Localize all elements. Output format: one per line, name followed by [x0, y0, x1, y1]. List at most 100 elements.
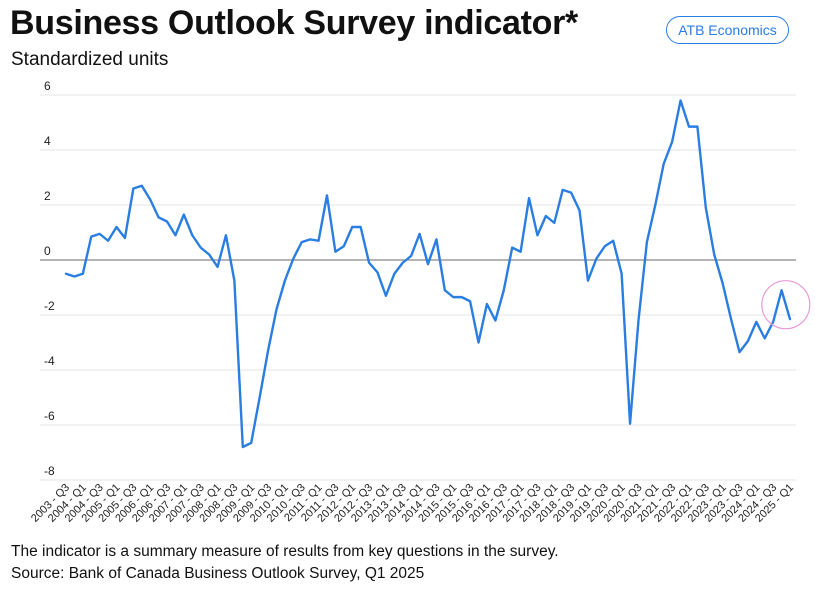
y-tick-label: 6 — [44, 79, 51, 93]
data-point — [107, 240, 109, 242]
data-point — [267, 350, 269, 352]
data-point — [284, 279, 286, 281]
y-tick-label: -6 — [44, 409, 55, 423]
data-point — [275, 308, 277, 310]
data-point — [199, 246, 201, 248]
data-point — [679, 99, 681, 101]
data-point — [663, 163, 665, 165]
data-point — [755, 321, 757, 323]
data-point — [393, 273, 395, 275]
data-point — [620, 273, 622, 275]
data-point — [494, 319, 496, 321]
y-tick-label: -4 — [44, 354, 55, 368]
highlight-circle — [761, 280, 811, 330]
data-point — [519, 251, 521, 253]
data-point — [124, 237, 126, 239]
grid-layer — [40, 94, 796, 481]
data-point — [511, 246, 513, 248]
data-point — [629, 422, 631, 424]
data-point — [301, 241, 303, 243]
data-point — [780, 289, 782, 291]
data-point — [486, 303, 488, 305]
data-point — [772, 321, 774, 323]
series-layer — [64, 99, 792, 449]
data-point — [747, 340, 749, 342]
data-point — [764, 337, 766, 339]
data-point — [166, 220, 168, 222]
data-point — [309, 238, 311, 240]
data-point — [545, 215, 547, 217]
data-point — [646, 241, 648, 243]
data-point — [418, 233, 420, 235]
data-point — [435, 238, 437, 240]
data-point — [553, 222, 555, 224]
data-point — [705, 207, 707, 209]
data-point — [343, 245, 345, 247]
y-tick-label: 2 — [44, 189, 51, 203]
data-point — [82, 273, 84, 275]
data-point — [183, 213, 185, 215]
data-point — [174, 234, 176, 236]
data-point — [503, 289, 505, 291]
data-point — [242, 446, 244, 448]
data-point — [317, 240, 319, 242]
data-point — [713, 253, 715, 255]
y-tick-label: 0 — [44, 244, 51, 258]
chart-title: Business Outlook Survey indicator* — [10, 4, 578, 42]
data-point — [654, 204, 656, 206]
data-point — [721, 282, 723, 284]
data-point — [368, 262, 370, 264]
data-point — [578, 209, 580, 211]
data-point — [730, 318, 732, 320]
data-point — [334, 251, 336, 253]
y-tick-label: -8 — [44, 464, 55, 478]
series-line — [64, 99, 792, 449]
data-point — [208, 253, 210, 255]
data-point — [250, 442, 252, 444]
data-point — [570, 191, 572, 193]
data-point — [789, 318, 791, 320]
data-point — [359, 226, 361, 228]
data-point — [477, 341, 479, 343]
data-point — [351, 226, 353, 228]
data-point — [536, 234, 538, 236]
data-point — [452, 296, 454, 298]
data-point — [444, 289, 446, 291]
data-point — [65, 273, 67, 275]
data-point — [671, 141, 673, 143]
data-point — [149, 198, 151, 200]
data-point — [561, 189, 563, 191]
data-point — [696, 125, 698, 127]
footnote: The indicator is a summary measure of re… — [11, 543, 559, 560]
data-point — [688, 125, 690, 127]
data-point — [225, 234, 227, 236]
data-point — [98, 233, 100, 235]
data-point — [738, 351, 740, 353]
data-point — [233, 279, 235, 281]
data-point — [637, 319, 639, 321]
data-point — [402, 262, 404, 264]
data-point — [427, 263, 429, 265]
data-point — [132, 187, 134, 189]
data-point — [258, 396, 260, 398]
y-tick-label: -2 — [44, 299, 55, 313]
data-point — [528, 197, 530, 199]
data-point — [469, 300, 471, 302]
data-point — [216, 266, 218, 268]
data-point — [595, 257, 597, 259]
data-point — [587, 279, 589, 281]
atb-economics-badge[interactable]: ATB Economics — [666, 16, 789, 44]
data-point — [90, 235, 92, 237]
data-point — [191, 234, 193, 236]
data-point — [115, 226, 117, 228]
data-point — [292, 257, 294, 259]
highlight-layer — [761, 280, 811, 330]
data-point — [376, 271, 378, 273]
data-point — [460, 296, 462, 298]
data-point — [326, 194, 328, 196]
data-point — [612, 240, 614, 242]
data-point — [157, 216, 159, 218]
data-point — [385, 295, 387, 297]
